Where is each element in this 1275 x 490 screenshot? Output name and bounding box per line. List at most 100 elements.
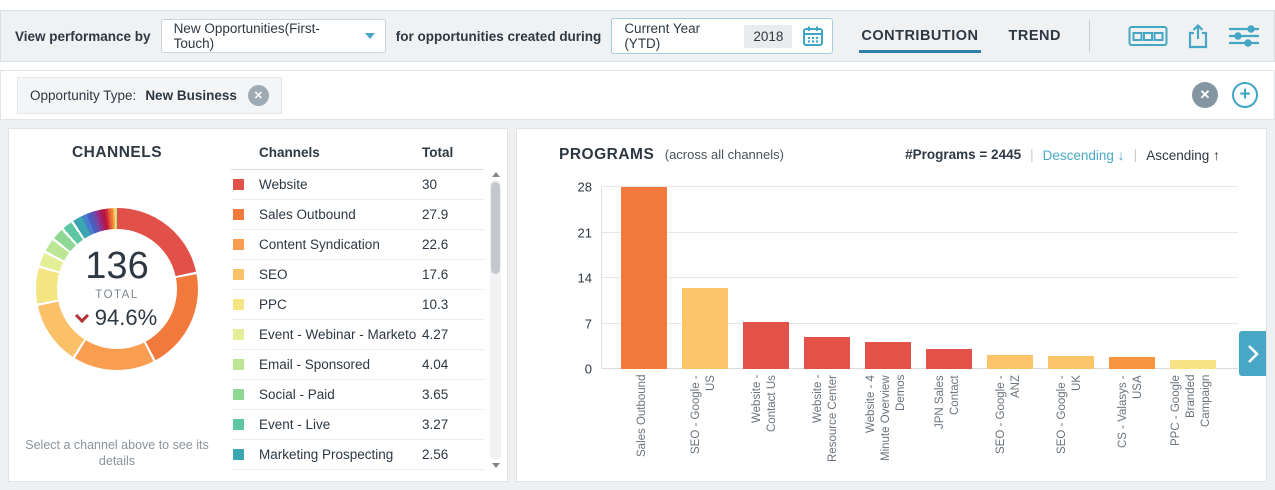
add-filter-icon[interactable]: +	[1232, 82, 1258, 108]
tab-trend[interactable]: TREND	[1008, 27, 1061, 44]
next-page-button[interactable]	[1239, 331, 1266, 376]
programs-subtitle: (across all channels)	[664, 147, 784, 162]
gridline	[602, 231, 1238, 233]
date-range-value: Current Year (YTD)	[624, 21, 701, 51]
scrollbar-track[interactable]	[490, 180, 501, 460]
bar[interactable]	[742, 321, 789, 369]
tab-contribution[interactable]: CONTRIBUTION	[859, 20, 981, 53]
x-axis-category-label: Website - Resource Center	[811, 375, 839, 462]
channel-row[interactable]: PPC 10.3	[231, 290, 484, 320]
bar-slot	[979, 354, 1040, 369]
bar-chart-plot-area: 0 7 14 21 28	[578, 180, 1238, 377]
bar[interactable]	[620, 187, 667, 369]
donut-total-value: 136	[85, 245, 149, 288]
sort-ascending-link[interactable]: Ascending ↑	[1146, 146, 1220, 163]
x-label-slot: Website - 4 Minute Overview Demos	[856, 375, 917, 479]
bar-slot	[735, 321, 796, 369]
clear-all-filters-icon[interactable]: ✕	[1192, 82, 1218, 108]
channel-total: 10.3	[422, 297, 449, 312]
x-label-slot: Sales Outbound	[612, 375, 673, 479]
y-axis-tick-label: 21	[577, 225, 592, 240]
channels-footnote: Select a channel above to see its detail…	[25, 437, 209, 468]
x-label-slot: SEO - Google - ANZ	[978, 375, 1039, 479]
channel-row[interactable]: Event - Live 3.27	[231, 410, 484, 440]
channel-total: 27.9	[422, 207, 449, 222]
filter-settings-icon[interactable]	[1228, 24, 1260, 48]
filter-chip-label: Opportunity Type:	[30, 87, 137, 103]
channel-row[interactable]: SEO 17.6	[231, 260, 484, 290]
chevron-down-icon	[364, 33, 375, 39]
channel-color-swatch	[233, 449, 244, 460]
channel-total: 17.6	[422, 267, 449, 282]
channels-panel: CHANNELS 136 TOTAL 94.6% Select a channe…	[8, 128, 508, 482]
bar-slot	[1162, 359, 1223, 369]
created-during-label: for opportunities created during	[395, 28, 602, 44]
channels-scrollbar[interactable]	[488, 169, 503, 471]
channel-row[interactable]: Marketing Prospecting 2.56	[231, 440, 484, 470]
channel-row[interactable]: Content Syndication 22.6	[231, 230, 484, 260]
x-label-slot: Website - Contact Us	[734, 375, 795, 479]
scrollbar-thumb[interactable]	[491, 182, 500, 274]
programs-title: PROGRAMS	[559, 146, 655, 163]
channels-table: Channels Total Website 30 Sales Outbound…	[225, 129, 488, 481]
y-axis-tick-label: 14	[577, 270, 592, 286]
channels-donut-chart[interactable]: 136 TOTAL 94.6%	[36, 208, 198, 370]
channel-total: 22.6	[422, 237, 449, 252]
arrow-down-icon: ↓	[1117, 146, 1125, 163]
bar[interactable]	[1047, 356, 1094, 369]
divider: |	[1133, 147, 1138, 162]
channel-color-swatch	[233, 239, 244, 250]
channel-row[interactable]: Email - Sponsored 4.04	[231, 350, 484, 380]
channel-color-swatch	[233, 299, 244, 310]
channel-row[interactable]: Sales Outbound 27.9	[231, 200, 484, 230]
filter-chip-opportunity-type[interactable]: Opportunity Type: New Business ✕	[17, 76, 282, 114]
bar[interactable]	[803, 336, 850, 369]
y-axis-tick-label: 7	[584, 316, 592, 331]
bar[interactable]	[1108, 356, 1155, 369]
gridline	[602, 322, 1238, 324]
channel-color-swatch	[233, 329, 244, 340]
calendar-icon[interactable]	[802, 25, 824, 47]
bar[interactable]	[986, 354, 1033, 369]
x-axis-category-label: JPN Sales Contact	[933, 375, 961, 429]
topbar: View performance by New Opportunities(Fi…	[0, 10, 1275, 62]
bar-slot	[613, 187, 674, 369]
bar[interactable]	[1169, 359, 1216, 369]
x-label-slot: SEO - Google - US	[673, 375, 734, 479]
channel-total: 30	[422, 177, 438, 192]
channel-color-swatch	[233, 269, 244, 280]
channel-row[interactable]: Website 30	[231, 170, 484, 200]
bar[interactable]	[864, 341, 911, 369]
channels-title: CHANNELS	[71, 144, 163, 161]
y-axis-tick-label: 28	[577, 179, 592, 195]
arrow-up-icon: ↑	[1213, 146, 1220, 163]
bar[interactable]	[681, 287, 728, 369]
bar-slot	[918, 348, 979, 369]
x-axis-category-label: PPC - Google Branded Campaign	[1170, 375, 1212, 446]
performance-metric-dropdown[interactable]: New Opportunities(First-Touch)	[160, 19, 386, 53]
programs-controls: #Programs = 2445 | Descending ↓ | Ascend…	[905, 147, 1220, 163]
remove-filter-icon[interactable]: ✕	[247, 84, 269, 106]
donut-percent-value: 94.6%	[94, 304, 158, 330]
topbar-right: CONTRIBUTION TREND	[833, 20, 1260, 53]
channel-color-swatch	[233, 359, 244, 370]
sort-descending-link[interactable]: Descending ↓	[1042, 146, 1125, 163]
channel-name: Event - Live	[259, 417, 331, 432]
export-icon[interactable]	[1186, 23, 1210, 49]
scroll-up-icon[interactable]	[491, 172, 500, 177]
gridline	[602, 277, 1238, 278]
channel-name: Social - Paid	[259, 387, 335, 402]
bar-slot	[857, 341, 918, 369]
bars-row	[602, 187, 1238, 369]
date-range-picker[interactable]: Current Year (YTD) 2018	[611, 18, 834, 54]
bar[interactable]	[925, 348, 972, 369]
channel-row[interactable]: Social - Paid 3.65	[231, 380, 484, 410]
channels-donut-column: CHANNELS 136 TOTAL 94.6% Select a channe…	[9, 129, 225, 481]
x-axis-category-label: CS - Valasys - USA	[1116, 375, 1144, 448]
scroll-down-icon[interactable]	[491, 463, 500, 468]
channel-color-swatch	[233, 179, 244, 190]
channel-row[interactable]: Event - Webinar - Marketo 4.27	[231, 320, 484, 350]
donut-center: 136 TOTAL 94.6%	[57, 229, 177, 349]
filter-chip-value: New Business	[145, 87, 237, 103]
boards-icon[interactable]	[1128, 25, 1168, 47]
